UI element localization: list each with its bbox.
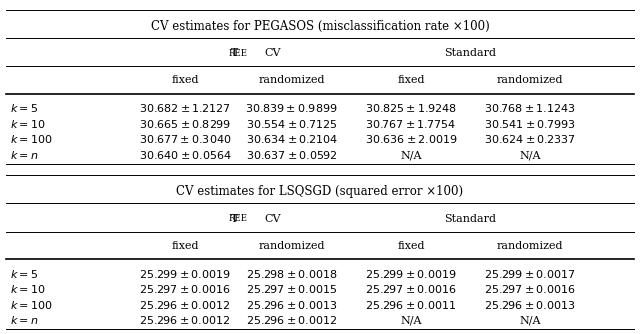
Text: REE: REE xyxy=(229,49,248,58)
Text: $30.825 \pm 1.9248$: $30.825 \pm 1.9248$ xyxy=(365,103,457,115)
Text: $30.665 \pm 0.8299$: $30.665 \pm 0.8299$ xyxy=(139,118,231,130)
Text: $25.297 \pm 0.0016$: $25.297 \pm 0.0016$ xyxy=(140,283,231,295)
Text: $25.296 \pm 0.0011$: $25.296 \pm 0.0011$ xyxy=(365,299,457,311)
Text: $30.767 \pm 1.7754$: $30.767 \pm 1.7754$ xyxy=(365,118,456,130)
Text: T: T xyxy=(231,214,239,223)
Text: CV estimates for PEGASOS (misclassification rate ×100): CV estimates for PEGASOS (misclassificat… xyxy=(150,20,490,33)
Text: $25.299 \pm 0.0017$: $25.299 \pm 0.0017$ xyxy=(484,268,576,280)
Text: $25.298 \pm 0.0018$: $25.298 \pm 0.0018$ xyxy=(246,268,338,280)
Text: CV: CV xyxy=(265,48,281,58)
Text: fixed: fixed xyxy=(172,241,199,251)
Text: $25.296 \pm 0.0013$: $25.296 \pm 0.0013$ xyxy=(246,299,338,311)
Text: $25.296 \pm 0.0013$: $25.296 \pm 0.0013$ xyxy=(484,299,576,311)
Text: N/A: N/A xyxy=(400,150,422,160)
Text: fixed: fixed xyxy=(172,75,199,86)
Text: $k=100$: $k=100$ xyxy=(10,134,52,146)
Text: $k=5$: $k=5$ xyxy=(10,103,38,115)
Text: fixed: fixed xyxy=(397,241,425,251)
Text: randomized: randomized xyxy=(497,241,563,251)
Text: Standard: Standard xyxy=(445,214,497,223)
Text: randomized: randomized xyxy=(259,75,325,86)
Text: CV: CV xyxy=(265,214,281,223)
Text: $25.297 \pm 0.0016$: $25.297 \pm 0.0016$ xyxy=(484,283,576,295)
Text: $30.637 \pm 0.0592$: $30.637 \pm 0.0592$ xyxy=(246,149,337,161)
Text: $30.634 \pm 0.2104$: $30.634 \pm 0.2104$ xyxy=(246,134,338,146)
Text: T: T xyxy=(231,48,239,58)
Text: fixed: fixed xyxy=(397,75,425,86)
Text: $30.682 \pm 1.2127$: $30.682 \pm 1.2127$ xyxy=(139,103,231,115)
Text: randomized: randomized xyxy=(497,75,563,86)
Text: $30.677 \pm 0.3040$: $30.677 \pm 0.3040$ xyxy=(139,134,232,146)
Text: $30.640 \pm 0.0564$: $30.640 \pm 0.0564$ xyxy=(139,149,232,161)
Text: $30.541 \pm 0.7993$: $30.541 \pm 0.7993$ xyxy=(484,118,576,130)
Text: $30.624 \pm 0.2337$: $30.624 \pm 0.2337$ xyxy=(484,134,576,146)
Text: $25.297 \pm 0.0016$: $25.297 \pm 0.0016$ xyxy=(365,283,457,295)
Text: $30.839 \pm 0.9899$: $30.839 \pm 0.9899$ xyxy=(246,103,338,115)
Text: $25.296 \pm 0.0012$: $25.296 \pm 0.0012$ xyxy=(140,314,231,326)
Text: $k=n$: $k=n$ xyxy=(10,314,38,326)
Text: REE: REE xyxy=(229,214,248,223)
Text: N/A: N/A xyxy=(520,150,541,160)
Text: $25.297 \pm 0.0015$: $25.297 \pm 0.0015$ xyxy=(246,283,337,295)
Text: $25.299 \pm 0.0019$: $25.299 \pm 0.0019$ xyxy=(139,268,231,280)
Text: CV estimates for LSQSGD (squared error ×100): CV estimates for LSQSGD (squared error ×… xyxy=(177,185,463,198)
Text: N/A: N/A xyxy=(400,315,422,325)
Text: $k=n$: $k=n$ xyxy=(10,149,38,161)
Text: $k=5$: $k=5$ xyxy=(10,268,38,280)
Text: $30.636 \pm 2.0019$: $30.636 \pm 2.0019$ xyxy=(365,134,458,146)
Text: $30.554 \pm 0.7125$: $30.554 \pm 0.7125$ xyxy=(246,118,337,130)
Text: randomized: randomized xyxy=(259,241,325,251)
Text: Standard: Standard xyxy=(445,48,497,58)
Text: $k=100$: $k=100$ xyxy=(10,299,52,311)
Text: $25.296 \pm 0.0012$: $25.296 \pm 0.0012$ xyxy=(246,314,337,326)
Text: $k=10$: $k=10$ xyxy=(10,283,45,295)
Text: $25.299 \pm 0.0019$: $25.299 \pm 0.0019$ xyxy=(365,268,457,280)
Text: $k=10$: $k=10$ xyxy=(10,118,45,130)
Text: $30.768 \pm 1.1243$: $30.768 \pm 1.1243$ xyxy=(484,103,576,115)
Text: $25.296 \pm 0.0012$: $25.296 \pm 0.0012$ xyxy=(140,299,231,311)
Text: N/A: N/A xyxy=(520,315,541,325)
